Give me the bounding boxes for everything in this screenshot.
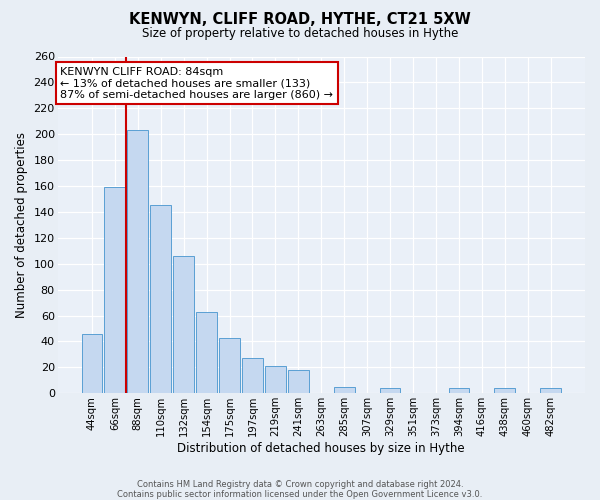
Text: Contains public sector information licensed under the Open Government Licence v3: Contains public sector information licen…	[118, 490, 482, 499]
Bar	[380, 388, 400, 394]
Bar	[449, 388, 469, 394]
Bar	[82, 334, 102, 394]
Bar	[219, 338, 240, 394]
Bar	[288, 370, 308, 394]
Y-axis label: Number of detached properties: Number of detached properties	[15, 132, 28, 318]
Text: KENWYN, CLIFF ROAD, HYTHE, CT21 5XW: KENWYN, CLIFF ROAD, HYTHE, CT21 5XW	[129, 12, 471, 28]
Bar	[173, 256, 194, 394]
Bar	[494, 388, 515, 394]
X-axis label: Distribution of detached houses by size in Hythe: Distribution of detached houses by size …	[178, 442, 465, 455]
Bar	[242, 358, 263, 394]
Bar	[151, 206, 171, 394]
Text: Size of property relative to detached houses in Hythe: Size of property relative to detached ho…	[142, 28, 458, 40]
Bar	[127, 130, 148, 394]
Bar	[265, 366, 286, 394]
Text: KENWYN CLIFF ROAD: 84sqm
← 13% of detached houses are smaller (133)
87% of semi-: KENWYN CLIFF ROAD: 84sqm ← 13% of detach…	[60, 66, 333, 100]
Text: Contains HM Land Registry data © Crown copyright and database right 2024.: Contains HM Land Registry data © Crown c…	[137, 480, 463, 489]
Bar	[541, 388, 561, 394]
Bar	[334, 387, 355, 394]
Bar	[196, 312, 217, 394]
Bar	[104, 188, 125, 394]
